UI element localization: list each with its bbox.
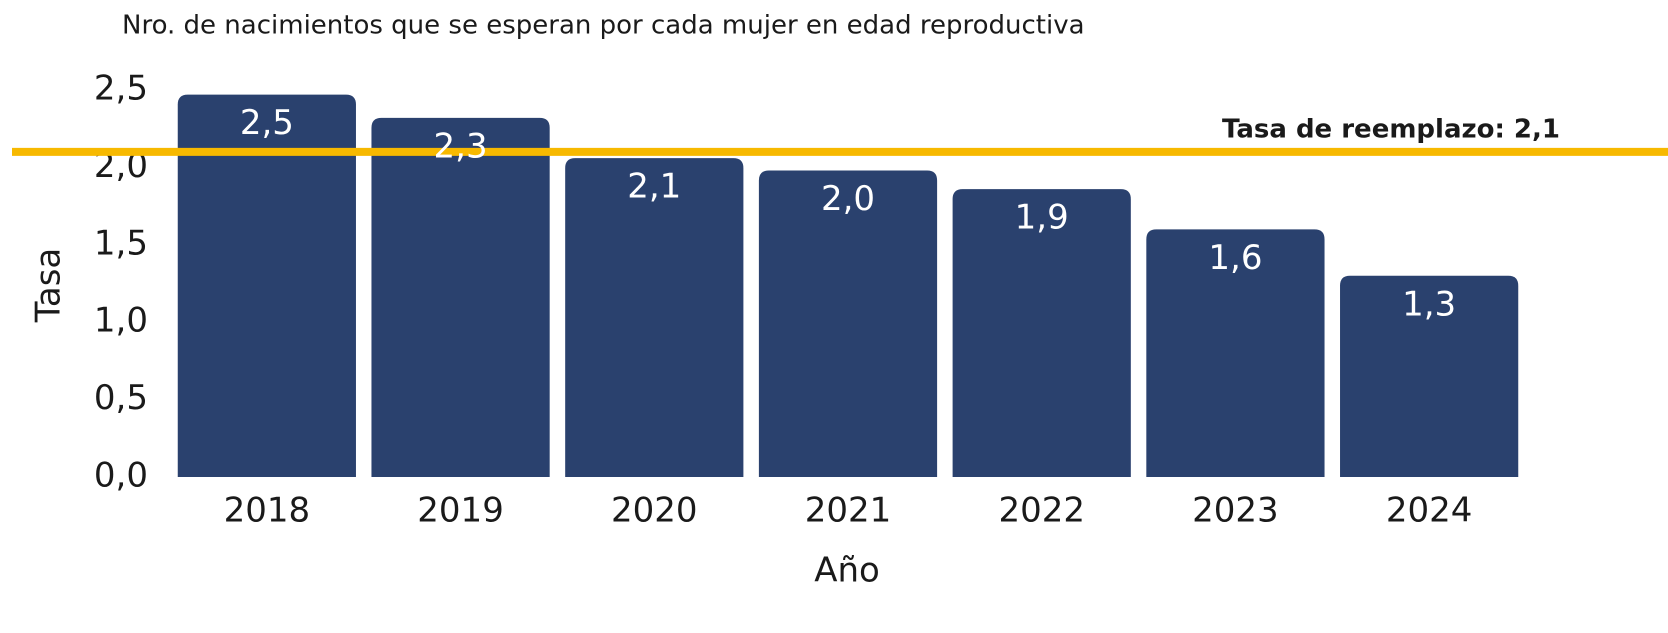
x-tick-label: 2018 [224, 491, 311, 531]
data-label: 1,9 [1015, 198, 1069, 238]
y-tick-label: 0,5 [94, 378, 148, 418]
x-tick-label: 2024 [1386, 491, 1473, 531]
data-label: 2,3 [434, 126, 488, 166]
x-axis-label: Año [814, 551, 880, 591]
x-tick-label: 2022 [998, 491, 1085, 531]
x-tick-label: 2021 [805, 491, 892, 531]
reference-label: Tasa de reemplazo: 2,1 [1222, 114, 1560, 144]
bar [952, 189, 1131, 477]
data-label: 2,1 [627, 167, 681, 207]
x-tick-label: 2019 [417, 491, 504, 531]
bar [758, 170, 938, 477]
y-tick-label: 1,0 [94, 301, 148, 341]
chart-title: Nro. de nacimientos que se esperan por c… [122, 11, 1085, 41]
x-tick-label: 2023 [1192, 491, 1279, 531]
x-tick-label: 2020 [611, 491, 698, 531]
y-tick-label: 0,0 [94, 456, 148, 496]
bar [1340, 275, 1519, 477]
y-axis-label: Tasa [29, 248, 69, 324]
data-label: 1,3 [1402, 284, 1456, 324]
bar [1146, 229, 1325, 477]
y-tick-label: 2,5 [94, 69, 148, 109]
bar [565, 158, 744, 477]
data-label: 2,0 [821, 179, 875, 219]
y-tick-label: 1,5 [94, 223, 148, 263]
data-label: 1,6 [1208, 238, 1262, 278]
bar [177, 94, 356, 478]
data-label: 2,5 [240, 103, 294, 143]
bar [371, 117, 550, 477]
